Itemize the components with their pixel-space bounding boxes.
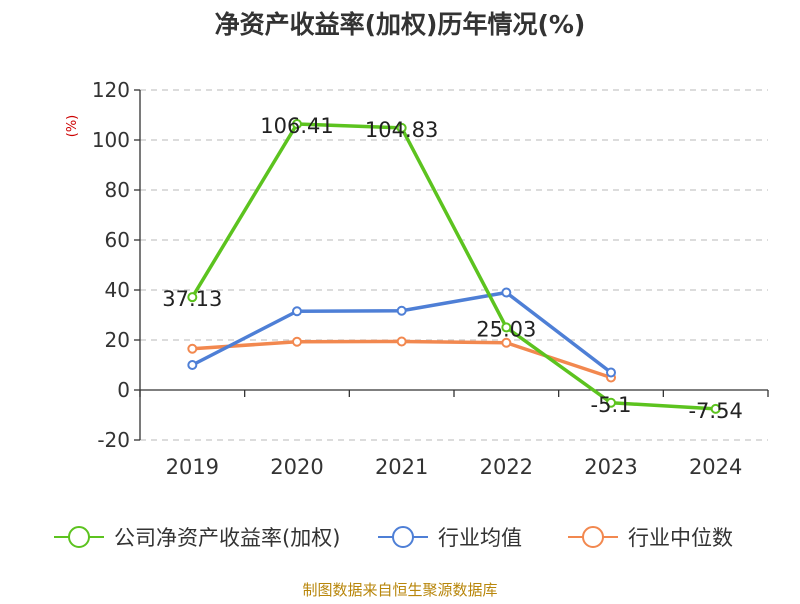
x-tick-label: 2021 <box>375 455 428 479</box>
data-point <box>396 305 407 316</box>
legend-label: 行业均值 <box>438 526 522 550</box>
data-point <box>501 322 512 333</box>
axes: -20 0 20 40 60 80 100 120 2019 2020 2021 2022 2023 20… <box>92 78 769 479</box>
x-tick-label: 2020 <box>270 455 323 479</box>
data-label: -5.1 <box>591 393 632 417</box>
x-tick-label: 2023 <box>584 455 637 479</box>
y-tick-label: 0 <box>117 378 130 402</box>
y-tick-label: -20 <box>97 428 130 452</box>
data-point <box>710 403 721 414</box>
x-tick-label: 2019 <box>166 455 219 479</box>
data-label-layer: 37.13 106.41 104.83 25.03 -5.1 -7.54 <box>162 114 743 423</box>
series-layer <box>187 118 721 414</box>
data-point <box>187 343 198 354</box>
legend-marker <box>392 526 414 548</box>
series-line-0 <box>190 122 716 411</box>
data-point <box>187 292 198 303</box>
series-line-1 <box>191 290 613 374</box>
data-point <box>292 336 302 347</box>
x-tick-label: 2022 <box>480 455 533 479</box>
data-point <box>501 337 512 348</box>
legend-marker <box>68 526 90 548</box>
legend: 公司净资产收益率(加权) 行业均值 行业中位数 <box>54 526 733 550</box>
data-point <box>606 367 616 378</box>
grid-lines <box>140 89 768 441</box>
y-tick-label: 120 <box>92 78 130 102</box>
data-point <box>292 118 302 129</box>
data-label: 25.03 <box>476 317 536 341</box>
data-point <box>187 360 198 370</box>
legend-marker <box>582 526 604 548</box>
chart-title: 净资产收益率(加权)历年情况(%) <box>215 10 586 39</box>
data-label: 37.13 <box>162 287 222 311</box>
data-point <box>292 306 302 317</box>
legend-label: 公司净资产收益率(加权) <box>114 526 340 550</box>
data-label: 106.41 <box>260 114 333 138</box>
y-axis-unit-label: (%) <box>65 115 80 138</box>
legend-label: 行业中位数 <box>628 526 733 550</box>
y-tick-label: 100 <box>92 128 130 152</box>
data-point <box>606 397 616 408</box>
y-tick-label: 40 <box>105 278 130 302</box>
data-label: -7.54 <box>688 399 742 423</box>
x-tick-label: 2024 <box>689 455 742 479</box>
source-note: 制图数据来自恒生聚源数据库 <box>302 581 497 599</box>
y-tick-label: 60 <box>105 228 130 252</box>
y-tick-label: 20 <box>105 328 130 352</box>
data-point <box>396 122 407 133</box>
data-label: 104.83 <box>365 118 438 142</box>
y-tick-label: 80 <box>105 178 130 202</box>
data-point <box>396 336 407 347</box>
data-point <box>501 287 512 298</box>
